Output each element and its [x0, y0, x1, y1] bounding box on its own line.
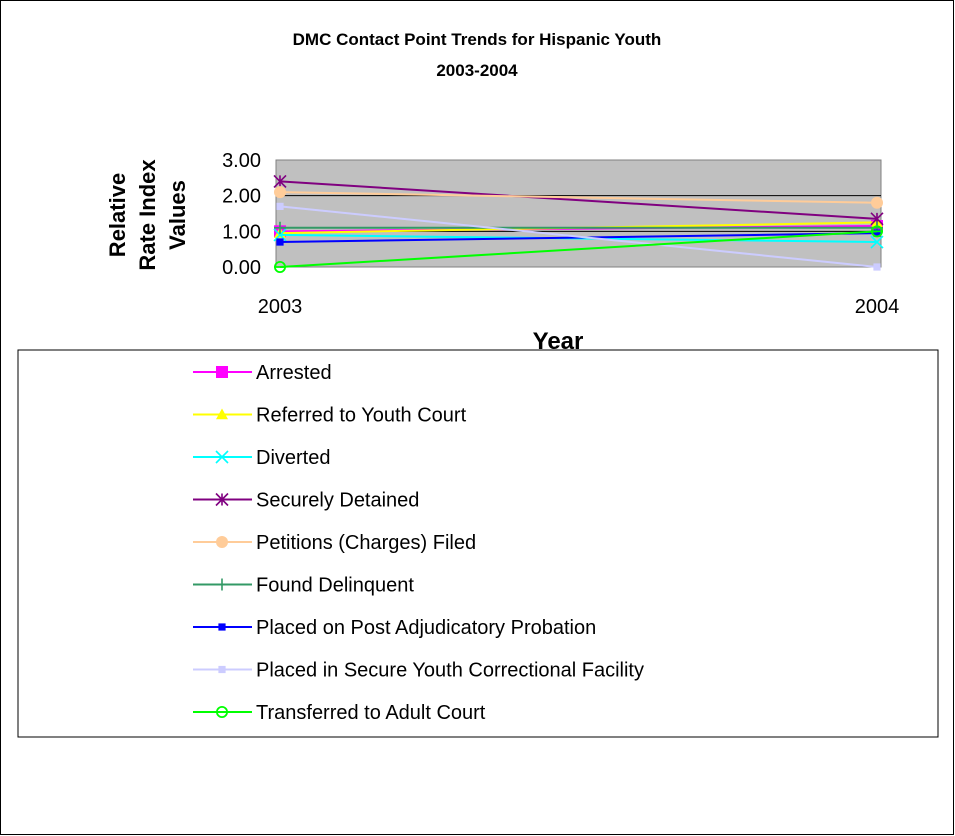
- square-marker: [276, 238, 284, 246]
- series: [276, 202, 881, 271]
- legend-label: Referred to Youth Court: [256, 405, 467, 427]
- legend-label: Arrested: [256, 362, 332, 384]
- series: [273, 225, 884, 273]
- series-layer: [273, 174, 884, 273]
- legend-item: Transferred to Adult Court: [193, 702, 486, 724]
- y-tick-label: 0.00: [222, 257, 261, 279]
- y-axis-title-line-1: Relative: [105, 173, 130, 257]
- square-marker: [873, 229, 881, 237]
- x-marker: [273, 228, 287, 242]
- x-tick-label: 2004: [855, 296, 900, 318]
- y-axis-title-line-3: Values: [165, 180, 190, 250]
- circle-marker: [216, 536, 228, 548]
- square-marker: [873, 263, 881, 271]
- y-tick-label: 1.00: [222, 221, 261, 243]
- legend-item: Placed in Secure Youth Correctional Faci…: [193, 660, 644, 682]
- x-tick-labels: 2003 2004: [258, 296, 900, 318]
- legend-item: Referred to Youth Court: [193, 405, 467, 427]
- chart-subtitle: 2003-2004: [436, 61, 518, 80]
- x-tick-label: 2003: [258, 296, 303, 318]
- legend-label: Transferred to Adult Court: [256, 702, 486, 724]
- triangle-marker: [216, 408, 228, 420]
- legend-label: Securely Detained: [256, 490, 419, 512]
- legend-item: Arrested: [193, 362, 332, 384]
- legend-item: Placed on Post Adjudicatory Probation: [193, 617, 596, 639]
- square-marker: [216, 366, 228, 378]
- legend-label: Petitions (Charges) Filed: [256, 532, 476, 554]
- star-marker: [273, 174, 287, 188]
- legend-label: Found Delinquent: [256, 575, 414, 597]
- square-marker: [218, 623, 226, 631]
- legend-item: Diverted: [193, 447, 330, 469]
- series: [274, 186, 883, 209]
- series: [273, 174, 884, 226]
- series-line: [279, 205, 878, 268]
- y-tick-label: 2.00: [222, 186, 261, 208]
- x-marker: [870, 235, 884, 249]
- y-tick-labels: 0.00 1.00 2.00 3.00: [222, 150, 261, 279]
- circle-marker: [274, 186, 286, 199]
- y-tick-label: 3.00: [222, 150, 261, 172]
- x-marker: [215, 450, 229, 464]
- plus-marker: [274, 221, 286, 234]
- legend-item: Found Delinquent: [193, 575, 414, 597]
- square-marker: [276, 202, 284, 210]
- legend-item: Petitions (Charges) Filed: [193, 532, 476, 554]
- legend-label: Diverted: [256, 447, 330, 469]
- y-axis-title-line-2: Rate Index: [135, 159, 160, 271]
- circle-marker: [871, 196, 883, 209]
- plus-marker: [216, 578, 228, 591]
- series-line: [279, 191, 878, 204]
- square-marker: [218, 665, 226, 674]
- series-line: [279, 180, 878, 220]
- star-marker: [215, 492, 229, 507]
- series-line: [279, 230, 878, 268]
- chart-title: DMC Contact Point Trends for Hispanic Yo…: [293, 30, 662, 49]
- legend: Arrested Referred to Youth Court Diverted S…: [193, 362, 644, 724]
- legend-label: Placed on Post Adjudicatory Probation: [256, 617, 596, 639]
- legend-label: Placed in Secure Youth Correctional Faci…: [256, 660, 644, 682]
- legend-item: Securely Detained: [193, 490, 419, 512]
- legend-box: [17, 349, 939, 738]
